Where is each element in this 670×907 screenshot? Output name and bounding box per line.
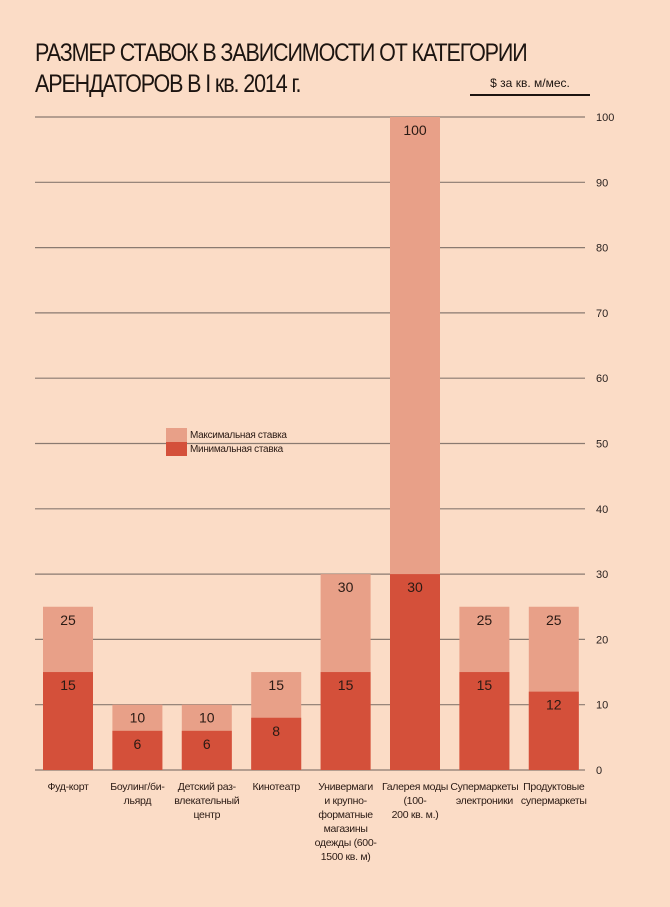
x-category-label: Боулинг/би-льярд	[110, 781, 165, 807]
y-tick-label: 40	[596, 504, 608, 516]
data-label-max: 30	[338, 579, 354, 595]
data-label-min: 15	[477, 677, 493, 693]
x-category-label-line: (100-	[403, 795, 427, 807]
unit-label: $ за кв. м/мес.	[470, 76, 590, 96]
x-category-label-line: Боулинг/би-	[110, 781, 165, 793]
x-category-label-line: Супермаркеты	[450, 781, 518, 793]
bar-min-rate	[251, 717, 302, 770]
x-category-label: Супермаркеты электроники	[450, 781, 518, 807]
data-label-max: 25	[546, 612, 562, 628]
bar-min-rate	[390, 574, 440, 770]
chart-title-line-2: АРЕНДАТОРОВ В I кв. 2014 г.	[35, 70, 302, 98]
y-tick-label: 10	[596, 700, 608, 712]
bar-min-rate	[459, 672, 510, 770]
x-category-label: Фуд-корт	[47, 781, 89, 793]
x-category-label-line: Детский раз-	[178, 781, 237, 793]
category-labels: Фуд-корт Боулинг/би-льярд Детский раз-влек…	[47, 781, 587, 863]
x-category-label-line: Фуд-корт	[47, 781, 89, 793]
x-category-label-line: центр	[193, 809, 220, 821]
x-category-label-line: магазины	[324, 823, 368, 835]
x-category-label-line: Продуктовые	[523, 781, 585, 793]
x-category-label-line: Универмаги	[318, 781, 373, 793]
x-category-label-line: льярд	[124, 795, 152, 807]
x-category-label: Детский раз-влекательный центр	[174, 781, 240, 821]
x-category-label-line: 1500 кв. м)	[321, 851, 371, 863]
data-label-max: 25	[60, 612, 76, 628]
x-category-label-line: Галерея моды	[382, 781, 448, 793]
bars	[43, 117, 579, 770]
data-label-min: 6	[134, 736, 142, 752]
bar-min-rate	[112, 730, 163, 770]
bar-min-rate	[43, 672, 93, 770]
data-label-min: 15	[338, 677, 354, 693]
y-tick-label: 50	[596, 439, 608, 451]
legend-label-max: Максимальная ставка	[190, 430, 287, 441]
y-tick-label: 0	[596, 765, 602, 777]
x-category-label-line: одежды (600-	[315, 837, 378, 849]
data-label-max: 15	[268, 677, 284, 693]
bar-min-rate	[181, 730, 232, 770]
bar-min-rate	[528, 691, 579, 770]
legend: Максимальная ставка Минимальная ставка	[166, 428, 288, 456]
y-tick-label: 80	[596, 243, 608, 255]
x-category-label: Кинотеатр	[252, 781, 300, 793]
x-category-label-line: 200 кв. м.)	[392, 809, 439, 821]
legend-swatch-max	[166, 428, 187, 442]
chart-title-line-1: РАЗМЕР СТАВОК В ЗАВИСИМОСТИ ОТ КАТЕГОРИИ	[35, 39, 528, 67]
y-tick-label: 90	[596, 177, 608, 189]
data-label-max: 10	[130, 710, 146, 726]
x-category-label-line: электроники	[456, 795, 514, 807]
bar-min-rate	[320, 672, 371, 770]
y-axis-ticks: 0 10 20 30 40 50 60 70 80 90 100	[596, 112, 614, 777]
x-category-label-line: влекательный	[174, 795, 240, 807]
data-label-max: 10	[199, 710, 215, 726]
x-category-label: Универмаги и крупно-форматные магазины одеж…	[315, 781, 378, 863]
y-tick-label: 70	[596, 308, 608, 320]
x-category-label-line: супермаркеты	[521, 795, 587, 807]
legend-label-min: Минимальная ставка	[190, 444, 284, 455]
y-tick-label: 60	[596, 373, 608, 385]
x-category-label: Галерея моды (100- 200 кв. м.)	[382, 781, 448, 821]
data-label-min: 15	[60, 677, 76, 693]
x-category-label-line: форматные	[318, 809, 373, 821]
y-tick-label: 20	[596, 634, 608, 646]
data-label-max: 25	[477, 612, 493, 628]
value-labels: 25 15 10 6 10 6 15 8 30 15 100 30 25 15 25 12	[60, 122, 562, 752]
gridlines	[35, 116, 585, 771]
data-label-min: 30	[407, 579, 423, 595]
y-tick-label: 30	[596, 569, 608, 581]
legend-swatch-min	[166, 442, 187, 456]
data-label-min: 12	[546, 697, 562, 713]
y-tick-label: 100	[596, 112, 614, 124]
chart-title: РАЗМЕР СТАВОК В ЗАВИСИМОСТИ ОТ КАТЕГОРИИ…	[35, 38, 528, 100]
data-label-min: 8	[272, 723, 280, 739]
x-category-label-line: и крупно-	[324, 795, 367, 807]
x-category-label: Продуктовые супермаркеты	[521, 781, 587, 807]
data-label-min: 6	[203, 736, 211, 752]
data-label-max: 100	[403, 122, 427, 138]
x-category-label-line: Кинотеатр	[252, 781, 300, 793]
